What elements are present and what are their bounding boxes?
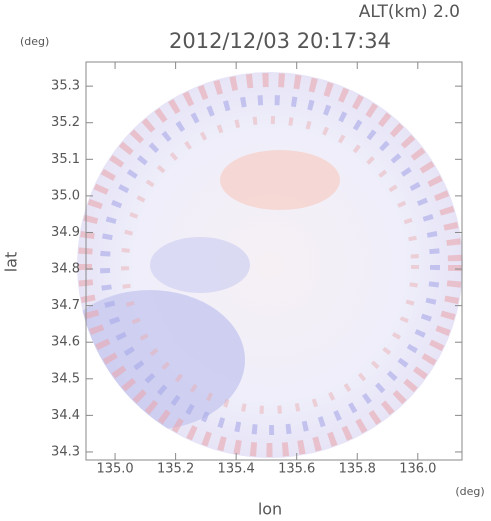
y-unit: (deg) [20, 35, 49, 48]
echo-ring [78, 73, 462, 457]
y-tick-label: 34.3 [51, 444, 80, 459]
y-tick-label: 34.6 [51, 335, 80, 350]
y-tick-label: 34.5 [51, 371, 80, 386]
y-tick-label: 34.9 [51, 225, 80, 240]
y-tick-label: 35.2 [51, 115, 80, 130]
y-axis-label: lat [2, 252, 21, 273]
radar-field [77, 72, 463, 458]
echo-ring [121, 116, 419, 414]
x-unit: (deg) [455, 485, 484, 498]
y-tick-label: 34.7 [51, 298, 80, 313]
echo-patch [150, 237, 250, 293]
x-tick-label: 135.8 [339, 462, 376, 477]
altitude-label: ALT(km) 2.0 [359, 2, 460, 22]
echo-patch [220, 150, 340, 210]
y-tick-label: 35.0 [51, 188, 80, 203]
x-tick-label: 135.4 [218, 462, 255, 477]
x-tick-label: 136.0 [399, 462, 436, 477]
echo-ring [100, 95, 440, 435]
y-tick-label: 35.3 [51, 79, 80, 94]
x-tick-label: 135.6 [278, 462, 315, 477]
y-tick-label: 35.1 [51, 152, 80, 167]
y-tick-label: 34.4 [51, 408, 80, 423]
chart-title: 2012/12/03 20:17:34 [169, 29, 391, 53]
plot-frame [85, 61, 463, 461]
x-tick-label: 135.0 [96, 462, 133, 477]
x-tick-label: 135.2 [157, 462, 194, 477]
x-axis-label: lon [258, 500, 282, 519]
y-tick-label: 34.8 [51, 262, 80, 277]
